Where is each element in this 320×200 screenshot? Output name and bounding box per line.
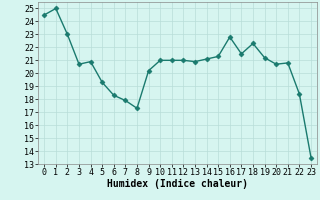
X-axis label: Humidex (Indice chaleur): Humidex (Indice chaleur) (107, 179, 248, 189)
